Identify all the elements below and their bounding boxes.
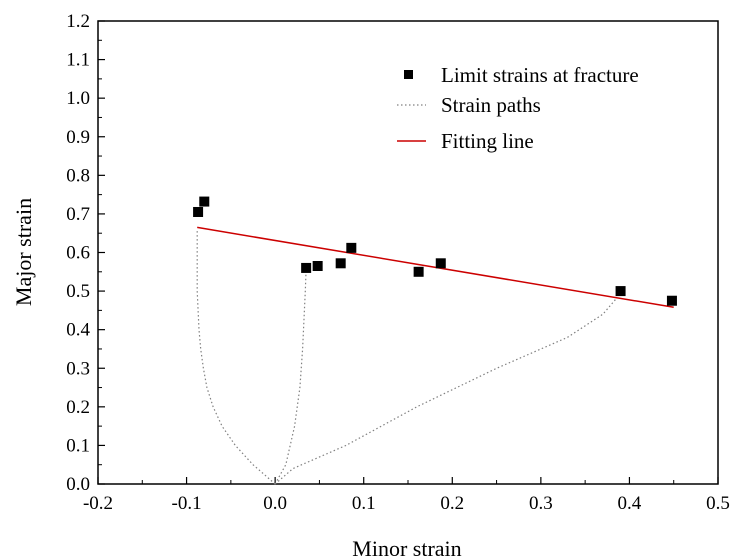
legend-label: Limit strains at fracture — [441, 63, 639, 87]
x-tick-label: 0.2 — [440, 493, 464, 514]
y-tick-label: 1.2 — [66, 11, 90, 32]
x-tick-label: 0.3 — [529, 493, 553, 514]
y-tick-label: 0.8 — [66, 165, 90, 186]
x-tick-label: 0.0 — [263, 493, 287, 514]
plot-area-frame — [97, 20, 719, 485]
y-tick-label: 0.1 — [66, 435, 90, 456]
limit-strain-marker — [193, 206, 204, 217]
x-axis-title: Minor strain — [352, 536, 461, 560]
y-tick-label: 0.4 — [66, 320, 90, 341]
limit-strain-marker — [413, 266, 424, 277]
legend-marker-square — [404, 70, 413, 79]
y-tick-label: 1.1 — [66, 50, 90, 71]
limit-strain-marker — [346, 242, 357, 253]
x-tick-label: -0.2 — [83, 493, 113, 514]
legend: Limit strains at fracture Strain paths Fit… — [397, 63, 639, 153]
strain-path-line — [274, 269, 307, 485]
fitting-line — [197, 226, 674, 309]
y-tick-label: 0.0 — [66, 474, 90, 495]
y-tick-label: 0.5 — [66, 281, 90, 302]
limit-strain-marker — [335, 258, 346, 269]
legend-label: Strain paths — [441, 93, 541, 117]
y-tick-label: 0.9 — [66, 127, 90, 148]
limit-strain-marker — [435, 258, 446, 269]
x-tick-label: 0.4 — [618, 493, 642, 514]
y-tick-label: 0.7 — [66, 204, 90, 225]
legend-label: Fitting line — [441, 129, 534, 153]
limit-strain-marker — [301, 262, 312, 273]
x-tick-label: 0.5 — [706, 493, 730, 514]
limit-strain-marker — [199, 196, 210, 207]
y-axis-title: Major strain — [11, 198, 36, 306]
x-tick-label: -0.1 — [172, 493, 202, 514]
y-tick-label: 0.6 — [66, 243, 90, 264]
x-tick-label: 0.1 — [352, 493, 376, 514]
y-tick-label: 0.3 — [66, 358, 90, 379]
y-tick-label: 0.2 — [66, 397, 90, 418]
y-tick-label: 1.0 — [66, 88, 90, 109]
limit-strain-marker — [666, 295, 677, 306]
strain-path-line — [196, 229, 276, 485]
strain-path-line — [274, 298, 617, 485]
limit-strain-marker — [312, 261, 323, 272]
limit-strain-marker — [615, 286, 626, 297]
